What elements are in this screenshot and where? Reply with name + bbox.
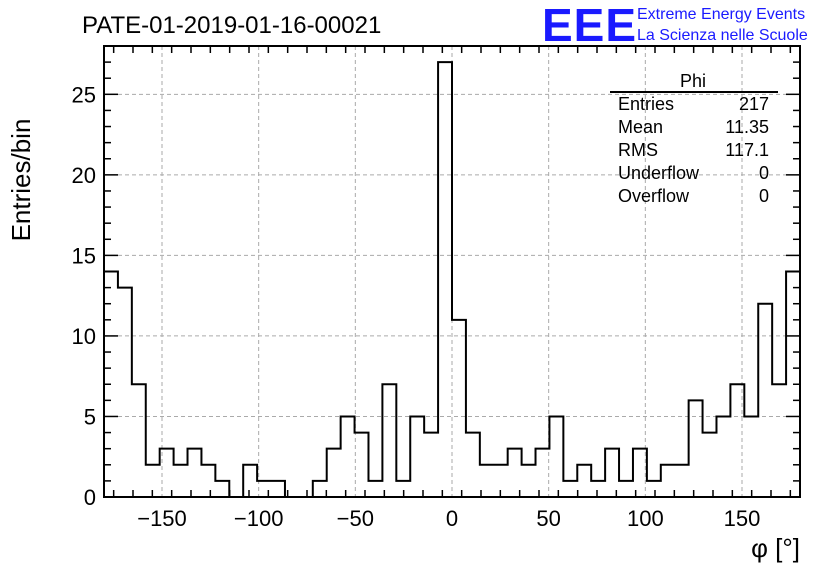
y-tick-label: 0 <box>84 485 96 510</box>
x-tick-label: 50 <box>536 506 560 531</box>
stats-box: Phi Entries 217 Mean 11.35 RMS 117.1 Underflow… <box>610 71 778 206</box>
x-tick-label: 100 <box>627 506 664 531</box>
histogram-bin <box>591 481 605 497</box>
histogram-bin <box>661 465 675 497</box>
histogram-bin <box>271 481 285 497</box>
histogram-bin <box>382 384 396 497</box>
histogram-bin <box>438 62 452 497</box>
stats-label: Entries <box>618 94 674 114</box>
y-tick-label: 10 <box>72 324 96 349</box>
x-tick-label: −100 <box>234 506 284 531</box>
y-tick-label: 15 <box>72 243 96 268</box>
histogram-bin <box>689 400 703 497</box>
logo-line-2: La Scienza nelle Scuole <box>637 27 808 44</box>
histogram-series <box>104 61 800 498</box>
histogram-bin <box>605 449 619 497</box>
logo-line-1: Extreme Energy Events <box>637 6 805 23</box>
stats-title: Phi <box>680 71 706 91</box>
histogram-bin <box>132 384 146 497</box>
histogram-bin <box>313 481 327 497</box>
x-tick-label: 0 <box>446 506 458 531</box>
histogram-bin <box>424 433 438 497</box>
histogram-bin <box>508 449 522 497</box>
histogram-bin <box>577 465 591 497</box>
histogram-bin <box>201 465 215 497</box>
stats-value: 217 <box>739 94 769 114</box>
histogram-bin <box>188 449 202 497</box>
histogram-bin <box>522 465 536 497</box>
y-tick-label: 20 <box>72 163 96 188</box>
histogram-bin <box>633 449 647 497</box>
stats-value: 11.35 <box>725 117 769 137</box>
histogram-bin <box>341 416 355 497</box>
y-tick-label: 5 <box>84 404 96 429</box>
histogram-bin <box>452 320 466 497</box>
histogram-bin <box>466 433 480 497</box>
x-tick-label: −50 <box>337 506 374 531</box>
eee-logo: EEE <box>542 0 637 51</box>
histogram-bin <box>744 416 758 497</box>
x-axis-label: φ [°] <box>751 533 800 563</box>
histogram-bin <box>118 288 132 497</box>
stats-value: 117.1 <box>725 140 769 160</box>
histogram-bin <box>480 465 494 497</box>
histogram-bin <box>675 465 689 497</box>
stats-label: RMS <box>618 140 658 160</box>
histogram-bin <box>703 433 717 497</box>
chart-title: PATE-01-2019-01-16-00021 <box>82 12 381 39</box>
histogram-bin <box>549 416 563 497</box>
histogram-bin <box>536 449 550 497</box>
stats-label: Overflow <box>618 186 690 206</box>
histogram-bin <box>730 384 744 497</box>
histogram-line <box>104 61 800 498</box>
histogram-bin <box>772 384 786 497</box>
histogram-bin <box>174 465 188 497</box>
y-tick-label: 25 <box>72 82 96 107</box>
histogram-bin <box>619 481 633 497</box>
histogram-bin <box>647 481 661 497</box>
histogram-bin <box>355 433 369 497</box>
histogram-bin <box>243 465 257 497</box>
histogram-bin <box>758 304 772 497</box>
histogram-bin <box>215 481 229 497</box>
histogram-bin <box>410 416 424 497</box>
axis-ticks <box>104 45 800 498</box>
plot-frame <box>103 45 801 498</box>
x-tick-label: −150 <box>137 506 187 531</box>
tick-labels: −150 −100 −50 0 50 100 150 0 5 10 15 20 25 <box>72 82 761 531</box>
histogram-bin <box>368 481 382 497</box>
x-tick-label: 150 <box>724 506 761 531</box>
stats-label: Mean <box>618 117 663 137</box>
histogram-bin <box>327 449 341 497</box>
stats-value: 0 <box>759 186 769 206</box>
histogram-bin <box>160 449 174 497</box>
histogram-bin <box>716 416 730 497</box>
stats-value: 0 <box>759 163 769 183</box>
y-axis-label: Entries/bin <box>6 119 36 242</box>
histogram-bin <box>563 481 577 497</box>
stats-label: Underflow <box>618 163 700 183</box>
